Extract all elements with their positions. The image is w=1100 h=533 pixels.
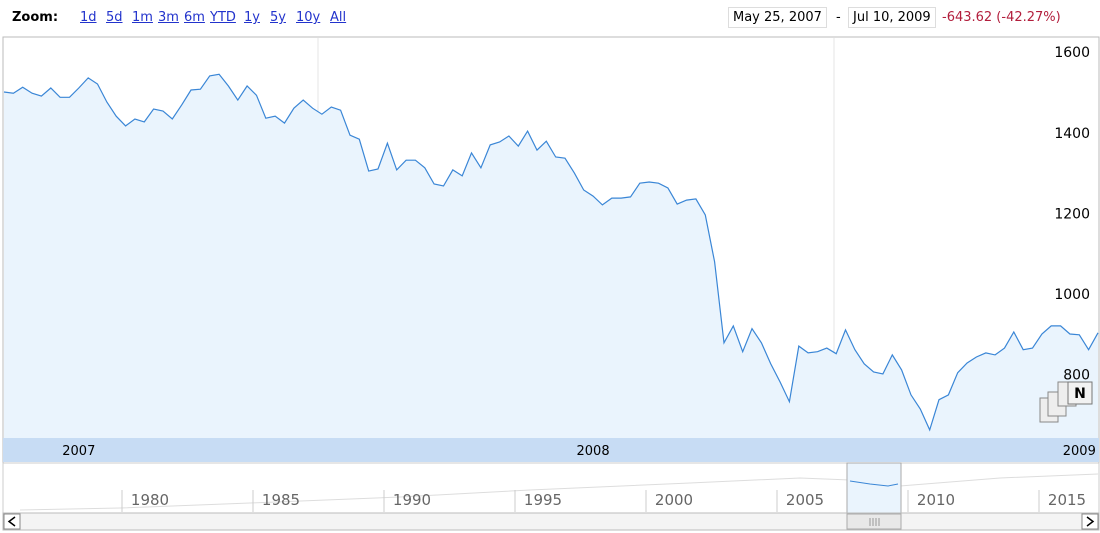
navigator-window-line (849, 480, 899, 487)
zoom-link[interactable]: 1y (244, 10, 260, 25)
y-tick-label: 800 (1063, 368, 1090, 384)
y-tick-label: 1000 (1054, 287, 1090, 303)
flag (1067, 381, 1093, 405)
change: -643.62 (-42.27%) (942, 10, 1061, 25)
navigator-label: 2005 (786, 491, 824, 509)
zoom-link[interactable]: 5d (106, 10, 123, 25)
navigator-label: 1985 (262, 491, 300, 509)
scroll-thumb[interactable] (846, 513, 902, 530)
price-line (3, 73, 1099, 432)
navigator-window[interactable] (846, 462, 902, 514)
y-tick-label: 1600 (1054, 45, 1090, 61)
news-flags[interactable]: N (1039, 381, 1093, 423)
zoom-link[interactable]: 1m (132, 10, 153, 25)
navigator-label: 2010 (917, 491, 955, 509)
thumb-grip (869, 518, 880, 526)
y-tick-label: 1400 (1054, 126, 1090, 142)
x-tick-label: 2009 (1063, 444, 1096, 459)
scrollbar (2, 512, 1100, 531)
toolbar: Zoom: May 25, 2007 - Jul 10, 2009 -643.6… (0, 0, 1100, 36)
left-arrow (7, 516, 16, 527)
navigator-label: 1990 (393, 491, 431, 509)
navigator-label: 1980 (131, 491, 169, 509)
zoom-link[interactable]: 1d (80, 10, 97, 25)
navigator (2, 462, 1100, 514)
time-axis-band (3, 438, 1099, 462)
navigator-line (19, 473, 1099, 511)
zoom-link[interactable]: 6m (184, 10, 205, 25)
zoom-link[interactable]: 10y (296, 10, 321, 25)
zoom-link[interactable]: YTD (210, 10, 236, 25)
flag-letter: N (1074, 386, 1086, 402)
scroll-right[interactable] (1081, 513, 1099, 530)
scroll-left[interactable] (3, 513, 21, 530)
right-arrow (1086, 516, 1095, 527)
navigator-label: 1995 (524, 491, 562, 509)
zoom-link[interactable]: All (330, 10, 347, 25)
range-start[interactable]: May 25, 2007 (728, 7, 827, 28)
zoom-label: Zoom: (12, 10, 59, 25)
range-end[interactable]: Jul 10, 2009 (848, 7, 936, 28)
range-separator: - (836, 10, 841, 25)
x-tick-label: 2007 (62, 444, 95, 459)
navigator-label: 2000 (655, 491, 693, 509)
x-tick-label: 2008 (577, 444, 610, 459)
navigator-label: 2015 (1048, 491, 1086, 509)
zoom-link[interactable]: 3m (158, 10, 179, 25)
zoom-link[interactable]: 5y (270, 10, 286, 25)
y-tick-label: 1200 (1054, 206, 1090, 222)
area (4, 74, 1098, 439)
